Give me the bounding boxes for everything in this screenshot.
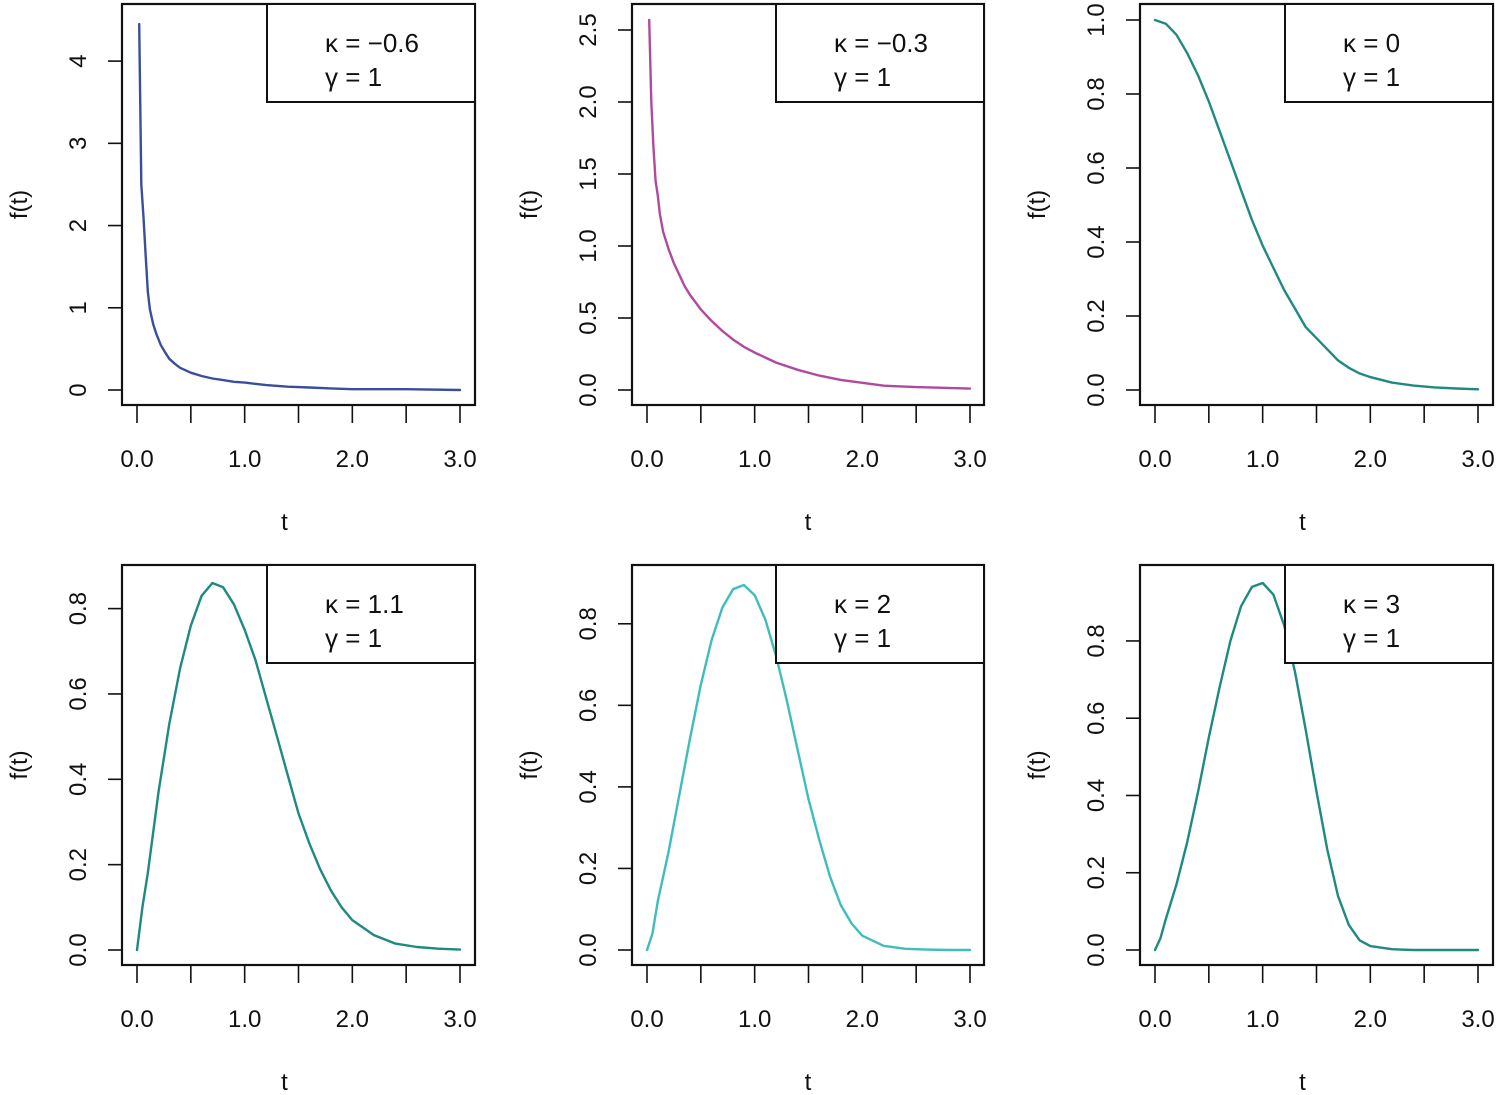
legend-kappa: κ = 1.1 xyxy=(325,589,404,619)
x-tick-label: 1.0 xyxy=(1246,1006,1279,1033)
density-curve xyxy=(648,18,972,390)
x-tick-label: 1.0 xyxy=(738,446,771,473)
x-tick-label: 2.0 xyxy=(1354,1006,1387,1033)
panel-3: 0.0 1.0 2.0 3.0 0.0 0.2 0.4 0.6 0.8 1.0 t f(t) κ = 0… xyxy=(1024,2,1495,536)
density-curve xyxy=(138,22,462,392)
y-tick-label: 0.0 xyxy=(1083,373,1110,406)
panel-6: 0.0 1.0 2.0 3.0 0.0 0.2 0.4 0.6 0.8 t f(t) κ = 3 γ =… xyxy=(1024,563,1495,1095)
y-tick-label: 0 xyxy=(65,383,92,396)
x-tick-label: 0.0 xyxy=(1138,1006,1171,1033)
y-axis-label: f(t) xyxy=(516,190,543,219)
x-tick-label: 1.0 xyxy=(228,446,261,473)
y-tick-label: 4 xyxy=(65,54,92,67)
x-axis-label: t xyxy=(805,1069,812,1095)
x-tick-label: 0.0 xyxy=(630,1006,663,1033)
legend-gamma: γ = 1 xyxy=(834,623,891,653)
y-tick-label: 2.0 xyxy=(575,85,602,118)
y-tick-label: 0.6 xyxy=(1083,151,1110,184)
y-tick-label: 1.0 xyxy=(1083,3,1110,36)
y-tick-label: 0.8 xyxy=(575,607,602,640)
legend-box xyxy=(1284,3,1494,103)
x-tick-label: 3.0 xyxy=(953,1006,986,1033)
y-axis-label: f(t) xyxy=(1024,750,1051,779)
x-axis-label: t xyxy=(1299,1069,1306,1095)
panel-2: 0.0 1.0 2.0 3.0 0.0 0.5 1.0 1.5 2.0 2.5 t f(t) κ = −… xyxy=(516,2,987,536)
y-tick-label: 0.8 xyxy=(1083,77,1110,110)
y-tick-label: 2 xyxy=(65,219,92,232)
x-tick-label: 1.0 xyxy=(738,1006,771,1033)
legend-gamma: γ = 1 xyxy=(834,62,891,92)
legend-box xyxy=(266,3,476,103)
y-tick-label: 0.4 xyxy=(1083,779,1110,812)
x-tick-label: 0.0 xyxy=(630,446,663,473)
y-tick-label: 1.0 xyxy=(575,229,602,262)
y-tick-label: 0.6 xyxy=(65,677,92,710)
legend-kappa: κ = 3 xyxy=(1343,589,1400,619)
y-axis-label: f(t) xyxy=(1024,190,1051,219)
x-tick-label: 3.0 xyxy=(1461,446,1494,473)
panel-5: 0.0 1.0 2.0 3.0 0.0 0.2 0.4 0.6 0.8 t f(t) κ = 2 γ =… xyxy=(516,563,987,1095)
x-tick-label: 1.0 xyxy=(1246,446,1279,473)
x-tick-label: 0.0 xyxy=(1138,446,1171,473)
y-tick-label: 0.2 xyxy=(1083,299,1110,332)
y-tick-label: 0.8 xyxy=(65,592,92,625)
x-axis-label: t xyxy=(805,509,812,536)
panel-1: 0.0 1.0 2.0 3.0 0 1 2 3 4 t f(t) κ = −0.6 γ = 1 xyxy=(6,2,477,536)
y-tick-label: 2.5 xyxy=(575,13,602,46)
y-tick-label: 3 xyxy=(65,137,92,150)
y-tick-label: 0.8 xyxy=(1083,624,1110,657)
y-tick-label: 0.2 xyxy=(65,848,92,881)
y-tick-label: 0.2 xyxy=(1083,856,1110,889)
legend-gamma: γ = 1 xyxy=(1343,623,1400,653)
legend-gamma: γ = 1 xyxy=(325,623,382,653)
panel-4: 0.0 1.0 2.0 3.0 0.0 0.2 0.4 0.6 0.8 t f(t) κ = 1.1 γ… xyxy=(6,563,477,1095)
legend-gamma: γ = 1 xyxy=(325,62,382,92)
x-axis-label: t xyxy=(281,1069,288,1095)
x-tick-label: 2.0 xyxy=(846,446,879,473)
x-tick-label: 0.0 xyxy=(120,446,153,473)
legend-gamma: γ = 1 xyxy=(1343,62,1400,92)
y-axis-label: f(t) xyxy=(6,190,33,219)
x-tick-label: 3.0 xyxy=(443,1006,476,1033)
x-axis-label: t xyxy=(1299,509,1306,536)
legend-kappa: κ = −0.6 xyxy=(325,28,419,58)
y-tick-label: 1 xyxy=(65,301,92,314)
x-tick-label: 3.0 xyxy=(443,446,476,473)
y-tick-label: 0.0 xyxy=(65,933,92,966)
y-axis-label: f(t) xyxy=(516,750,543,779)
y-tick-label: 0.6 xyxy=(575,689,602,722)
x-axis-label: t xyxy=(281,509,288,536)
legend-box xyxy=(1284,564,1494,664)
density-curve xyxy=(1153,18,1480,391)
x-tick-label: 2.0 xyxy=(846,1006,879,1033)
y-tick-label: 0.6 xyxy=(1083,702,1110,735)
legend-kappa: κ = −0.3 xyxy=(834,28,928,58)
density-curve xyxy=(135,581,462,952)
y-tick-label: 0.0 xyxy=(575,933,602,966)
y-tick-label: 0.0 xyxy=(575,373,602,406)
y-tick-label: 0.2 xyxy=(575,852,602,885)
legend-kappa: κ = 0 xyxy=(1343,28,1400,58)
y-tick-label: 1.5 xyxy=(575,157,602,190)
y-axis-label: f(t) xyxy=(6,750,33,779)
y-tick-label: 0.4 xyxy=(575,770,602,803)
x-tick-label: 1.0 xyxy=(228,1006,261,1033)
legend-kappa: κ = 2 xyxy=(834,589,891,619)
y-tick-label: 0.4 xyxy=(1083,225,1110,258)
x-tick-label: 2.0 xyxy=(1354,446,1387,473)
x-tick-label: 0.0 xyxy=(120,1006,153,1033)
x-tick-label: 2.0 xyxy=(336,1006,369,1033)
x-tick-label: 3.0 xyxy=(1461,1006,1494,1033)
y-tick-label: 0.0 xyxy=(1083,933,1110,966)
x-tick-label: 2.0 xyxy=(336,446,369,473)
legend-box xyxy=(266,564,476,664)
legend-box xyxy=(775,3,985,103)
y-tick-label: 0.4 xyxy=(65,763,92,796)
x-tick-label: 3.0 xyxy=(953,446,986,473)
y-tick-label: 0.5 xyxy=(575,301,602,334)
legend-box xyxy=(775,564,985,664)
